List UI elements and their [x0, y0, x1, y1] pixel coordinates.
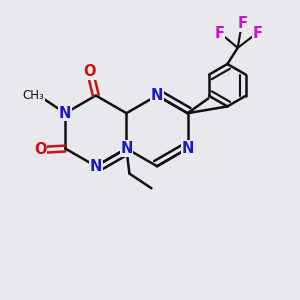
Text: CH₃: CH₃	[23, 89, 45, 102]
Text: N: N	[59, 106, 71, 121]
Text: N: N	[182, 141, 194, 156]
Text: N: N	[90, 159, 102, 174]
Text: F: F	[214, 26, 224, 41]
Text: O: O	[84, 64, 96, 79]
Text: N: N	[151, 88, 163, 103]
Text: F: F	[238, 16, 248, 31]
Text: O: O	[34, 142, 46, 158]
Text: N: N	[120, 141, 133, 156]
Text: F: F	[252, 26, 262, 41]
